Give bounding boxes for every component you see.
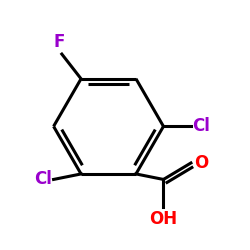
Text: Cl: Cl [34, 170, 52, 188]
Text: F: F [54, 33, 65, 51]
Text: O: O [194, 154, 208, 172]
Text: Cl: Cl [192, 117, 210, 135]
Text: OH: OH [150, 210, 178, 228]
